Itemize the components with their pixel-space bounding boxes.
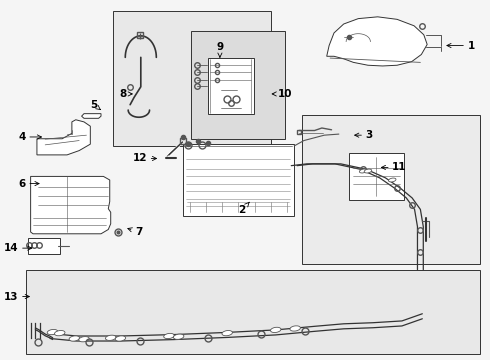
Ellipse shape — [270, 327, 281, 333]
Text: 4: 4 — [19, 132, 42, 142]
Ellipse shape — [290, 326, 300, 331]
Ellipse shape — [164, 333, 174, 339]
Ellipse shape — [79, 337, 89, 342]
Text: 7: 7 — [128, 227, 143, 237]
Ellipse shape — [115, 336, 125, 341]
Text: 8: 8 — [119, 89, 132, 99]
Text: 9: 9 — [217, 42, 223, 57]
Text: 5: 5 — [90, 100, 100, 110]
FancyBboxPatch shape — [348, 153, 404, 200]
Ellipse shape — [389, 178, 396, 182]
Ellipse shape — [47, 329, 58, 335]
Polygon shape — [37, 120, 90, 155]
FancyBboxPatch shape — [191, 31, 286, 139]
Text: 3: 3 — [355, 130, 373, 140]
Text: 11: 11 — [381, 162, 407, 172]
FancyBboxPatch shape — [28, 238, 60, 254]
Polygon shape — [327, 17, 427, 66]
Polygon shape — [30, 176, 111, 234]
FancyBboxPatch shape — [113, 12, 271, 146]
FancyBboxPatch shape — [208, 58, 254, 114]
Ellipse shape — [222, 330, 232, 336]
Ellipse shape — [359, 169, 367, 173]
Ellipse shape — [364, 169, 372, 173]
Text: 2: 2 — [238, 202, 249, 216]
Text: 13: 13 — [4, 292, 29, 302]
Ellipse shape — [54, 330, 65, 336]
Ellipse shape — [69, 336, 79, 341]
Text: 14: 14 — [4, 243, 32, 253]
FancyBboxPatch shape — [26, 270, 480, 354]
FancyBboxPatch shape — [183, 144, 294, 216]
Ellipse shape — [173, 334, 184, 339]
FancyBboxPatch shape — [302, 116, 480, 264]
Text: 6: 6 — [19, 179, 39, 189]
Text: 10: 10 — [272, 89, 293, 99]
Text: 1: 1 — [447, 41, 475, 50]
Ellipse shape — [105, 335, 116, 341]
Polygon shape — [82, 114, 101, 118]
Text: 12: 12 — [133, 153, 156, 163]
